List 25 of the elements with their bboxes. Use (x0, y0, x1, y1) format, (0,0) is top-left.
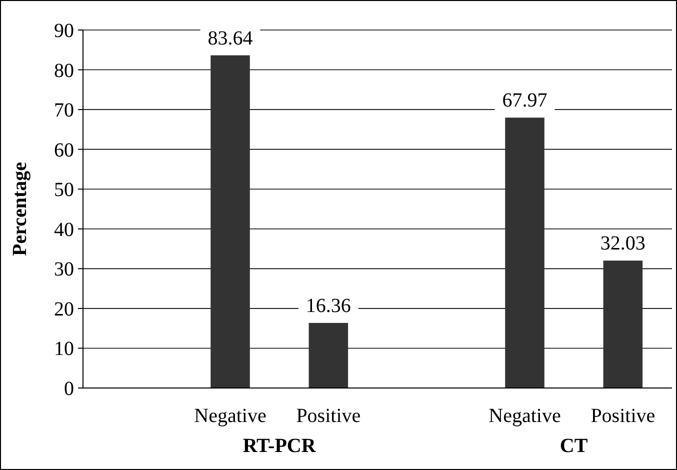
text: CT (560, 435, 588, 457)
y-tick-label: 90 (54, 20, 74, 42)
data-label: 83.64 (208, 27, 253, 50)
y-tick-label: 30 (54, 258, 74, 281)
bar (308, 322, 348, 388)
y-tick-label: 20 (54, 298, 74, 320)
x-tick-label: Negative (488, 405, 561, 427)
y-tick-label: 10 (54, 338, 74, 360)
x-tick-label: Positive (590, 405, 656, 427)
y-tick-label: 80 (54, 60, 74, 82)
y-axis-title: Percentage (9, 162, 31, 256)
data-label: 32.03 (600, 232, 646, 255)
y-tick-label: 40 (54, 218, 74, 241)
data-label: 16.36 (306, 294, 351, 317)
data-label: 67.97 (502, 90, 548, 112)
x-tick-label: Positive (296, 405, 361, 427)
y-tick-label: 50 (54, 179, 74, 202)
bar (505, 118, 544, 388)
y-tick-label: 60 (54, 139, 74, 162)
bar (210, 55, 250, 388)
x-tick-label: Negative (194, 405, 266, 427)
text: RT-PCR (242, 435, 316, 457)
bar (603, 260, 643, 388)
y-tick-label: 0 (64, 378, 74, 400)
y-tick-label: 70 (54, 100, 74, 122)
